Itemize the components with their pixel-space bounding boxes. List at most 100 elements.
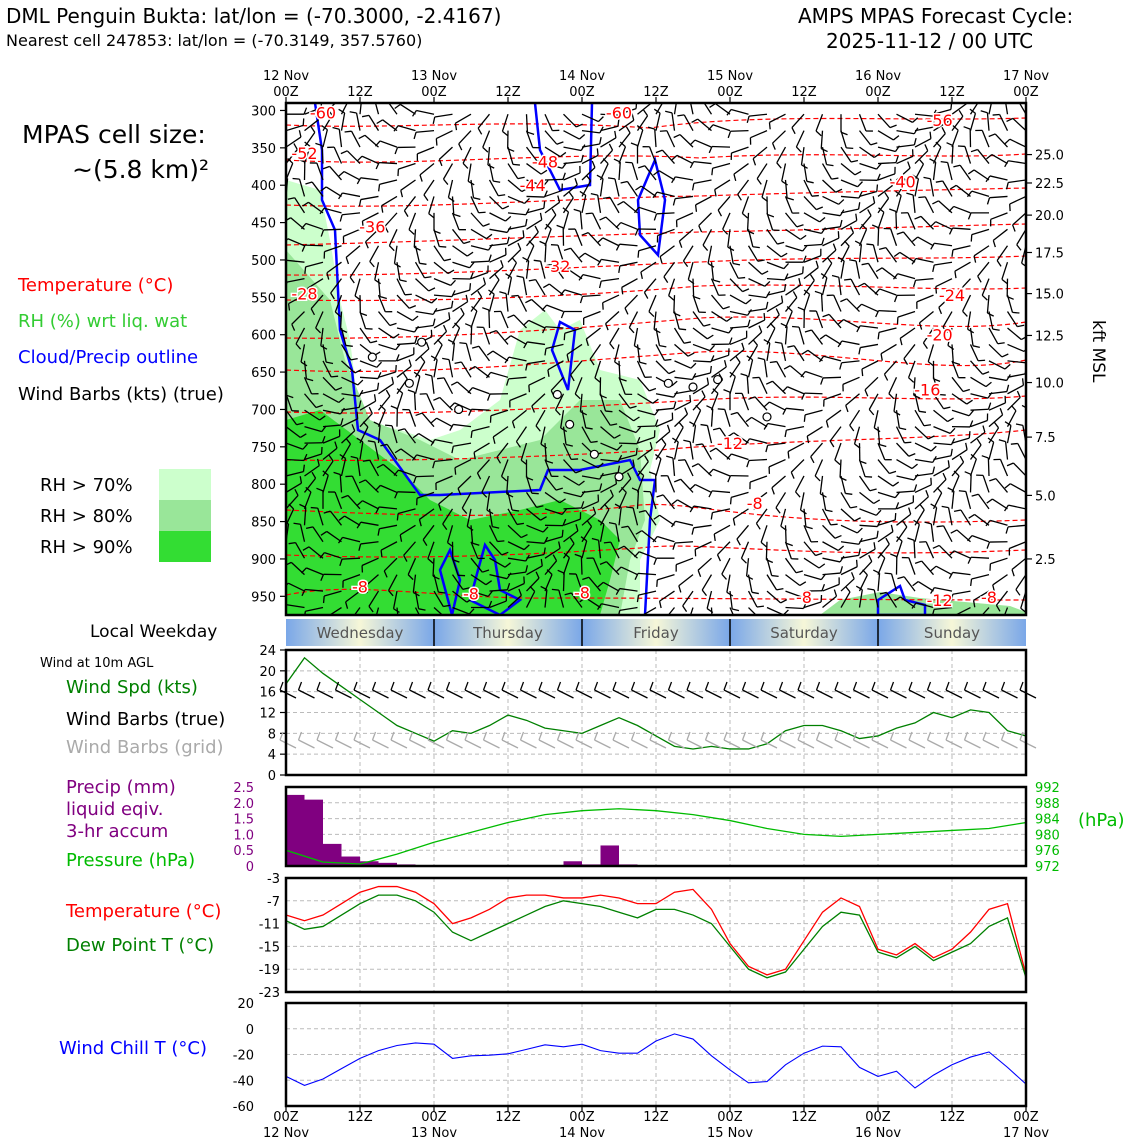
wind-barb bbox=[996, 245, 1009, 267]
calm-marker bbox=[404, 378, 414, 388]
wind-barb bbox=[470, 265, 489, 280]
wind-barb bbox=[721, 557, 731, 580]
wind-barb bbox=[747, 245, 765, 262]
wind-barb bbox=[822, 577, 840, 592]
precip-tick-label: 0 bbox=[246, 860, 254, 875]
wind-barb bbox=[701, 574, 713, 596]
wind-barb bbox=[655, 424, 671, 444]
wind-barb bbox=[433, 396, 453, 411]
wind-speed-line bbox=[285, 656, 1027, 750]
wind-barb bbox=[468, 408, 490, 416]
precip-tick-label: 1.5 bbox=[233, 813, 254, 828]
wind-barb bbox=[304, 393, 323, 409]
wind-barb bbox=[1025, 311, 1026, 313]
wind-barb bbox=[600, 454, 623, 463]
wind-barb bbox=[362, 459, 380, 477]
top-hour-label: 00Z bbox=[421, 85, 447, 100]
wind-barb bbox=[732, 508, 749, 526]
wind-barb bbox=[647, 126, 657, 148]
wind-barb bbox=[356, 177, 379, 185]
wind-barb bbox=[507, 195, 530, 205]
grid-wind-barb bbox=[1019, 731, 1037, 749]
isotherm-label: -8 bbox=[574, 584, 590, 603]
wind-barb bbox=[337, 536, 361, 544]
wind-barb bbox=[858, 443, 867, 465]
wind-barb bbox=[837, 318, 860, 329]
wind-barb bbox=[396, 359, 412, 378]
weekday-label: Wednesday bbox=[317, 624, 404, 642]
wind-barb bbox=[859, 184, 879, 198]
wind-barb bbox=[896, 458, 918, 470]
wind-barb bbox=[932, 544, 953, 559]
wind-barb bbox=[344, 130, 361, 148]
windchill-tick-label: -60 bbox=[233, 1100, 254, 1115]
wind-barb bbox=[735, 392, 750, 411]
bottom-hour-label: 12Z bbox=[495, 1110, 521, 1125]
wind-barb bbox=[435, 475, 453, 491]
wind-barb bbox=[741, 196, 750, 219]
wind-barb bbox=[286, 118, 305, 132]
wind-barb bbox=[339, 453, 347, 477]
wind-barb bbox=[322, 407, 345, 415]
calm-marker bbox=[552, 389, 562, 400]
wind-barb bbox=[933, 426, 956, 434]
wind-barb bbox=[422, 524, 435, 546]
wind-barb bbox=[840, 524, 863, 534]
wind-barb bbox=[578, 273, 601, 281]
wind-barb bbox=[599, 561, 620, 576]
surface-wind-barb bbox=[519, 681, 537, 699]
wind-barb bbox=[339, 212, 361, 222]
wind-barb bbox=[544, 172, 566, 181]
wind-barb bbox=[682, 245, 694, 268]
wind-barb bbox=[951, 125, 959, 148]
surface-wind-barb bbox=[556, 681, 574, 699]
wind-barb bbox=[990, 212, 1008, 227]
top-hour-label: 00Z bbox=[1013, 85, 1039, 100]
wind-barb bbox=[605, 311, 620, 331]
wind-barb bbox=[451, 228, 471, 245]
wind-barb bbox=[322, 165, 342, 181]
wind-barb bbox=[358, 541, 379, 551]
wind-barb bbox=[582, 576, 601, 592]
wind-barb bbox=[600, 108, 622, 116]
wind-barb bbox=[435, 130, 453, 146]
wind-barb bbox=[655, 149, 675, 164]
wind-barb bbox=[792, 325, 805, 345]
calm-marker bbox=[762, 412, 772, 422]
wind-barb bbox=[1012, 212, 1026, 232]
wind-barb bbox=[655, 344, 672, 361]
wind-barb bbox=[840, 298, 860, 312]
wind-barb bbox=[599, 393, 613, 413]
wind-barb bbox=[581, 426, 598, 444]
bottom-hour-label: 00Z bbox=[569, 1110, 595, 1125]
wind-barb bbox=[914, 109, 937, 117]
precip-bar bbox=[360, 861, 379, 866]
wind-barb bbox=[581, 148, 599, 165]
wind-barb bbox=[896, 310, 916, 325]
bottom-date-label: 15 Nov bbox=[707, 1126, 753, 1140]
wind-barb bbox=[359, 382, 380, 395]
wind-barb bbox=[412, 109, 435, 117]
wind-barb bbox=[307, 278, 324, 296]
legend-wind-spd: Wind Spd (kts) bbox=[66, 677, 198, 698]
kft-tick-label: 22.5 bbox=[1035, 177, 1064, 192]
grid-wind-barb bbox=[519, 731, 537, 749]
wind-barb bbox=[451, 574, 470, 591]
wind-barb bbox=[1004, 421, 1012, 444]
wind-barb bbox=[286, 409, 304, 426]
wind-barb bbox=[393, 125, 416, 132]
wind-barb bbox=[544, 343, 564, 356]
wind-barb bbox=[888, 377, 898, 400]
wind-barb bbox=[599, 409, 618, 426]
wind-barb bbox=[364, 228, 379, 249]
wind-barb bbox=[894, 596, 916, 609]
wind-barb bbox=[896, 484, 918, 494]
wind-barb bbox=[568, 228, 583, 247]
wind-barb bbox=[526, 558, 543, 576]
wind-barb bbox=[951, 420, 974, 428]
wind-barb bbox=[988, 374, 1011, 382]
wind10-label: Wind at 10m AGL bbox=[40, 656, 154, 671]
wind-barb bbox=[655, 412, 674, 428]
wind-barb bbox=[875, 309, 897, 318]
